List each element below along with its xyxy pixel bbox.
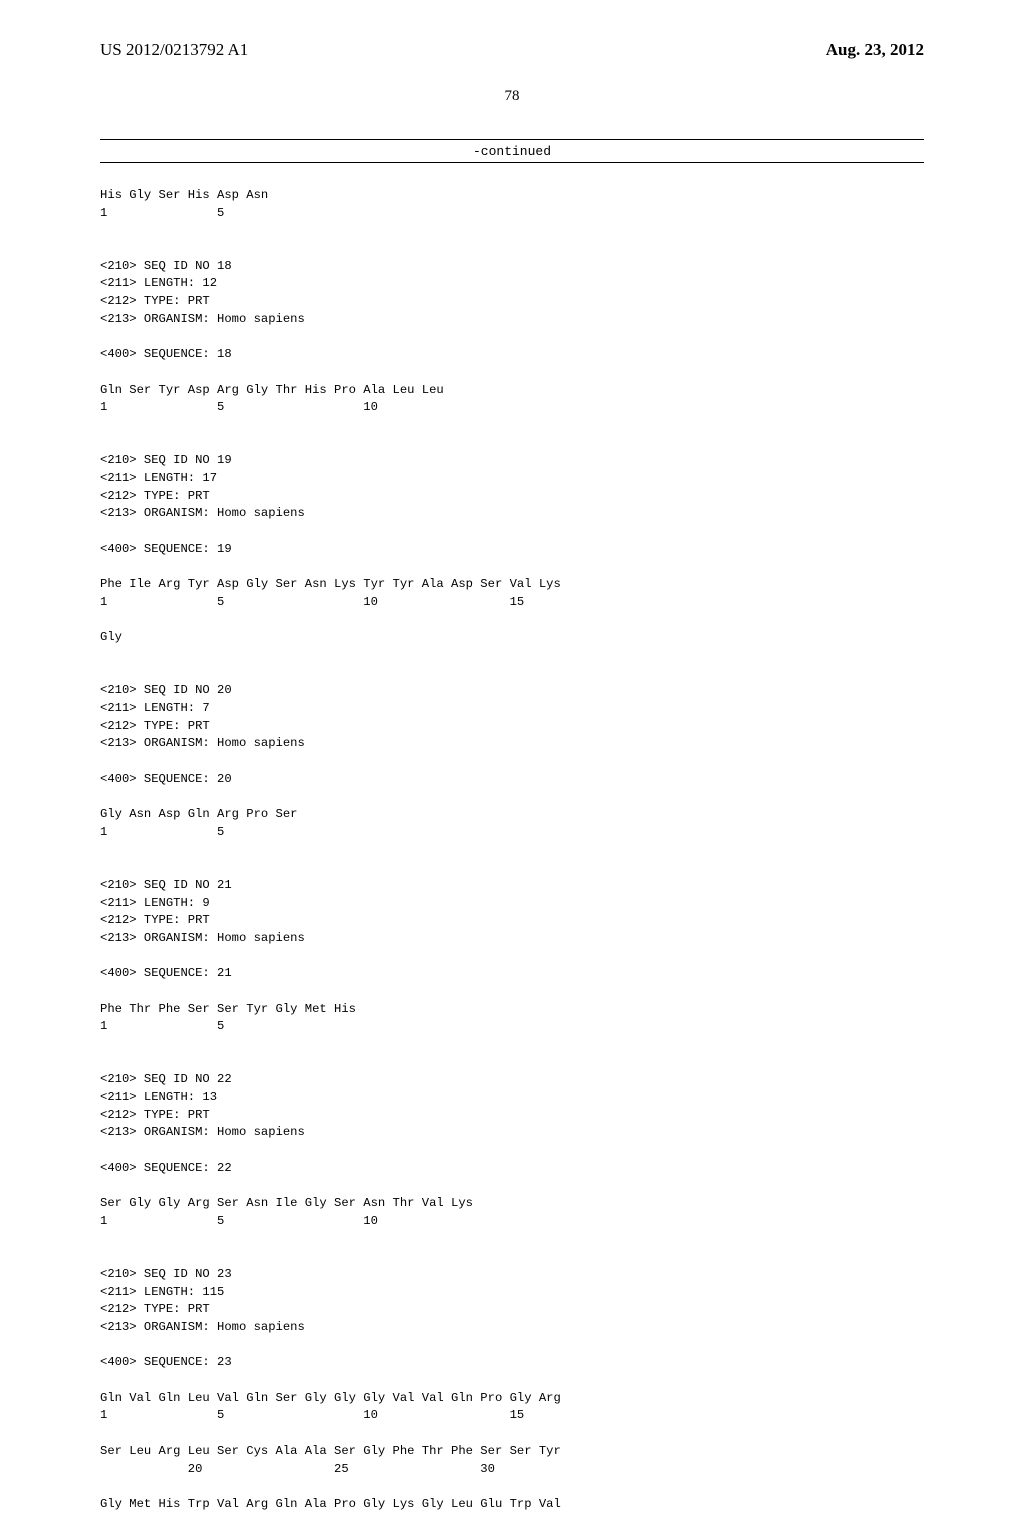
page-number: 78 <box>100 88 924 105</box>
sequence-listing: His Gly Ser His Asp Asn 1 5 <210> SEQ ID… <box>100 187 924 1514</box>
continued-label: -continued <box>473 144 551 159</box>
publication-date: Aug. 23, 2012 <box>826 40 924 60</box>
page: US 2012/0213792 A1 Aug. 23, 2012 78 -con… <box>0 0 1024 1320</box>
page-header: US 2012/0213792 A1 Aug. 23, 2012 <box>100 40 924 60</box>
continued-rule: -continued <box>100 139 924 163</box>
publication-number: US 2012/0213792 A1 <box>100 40 248 60</box>
